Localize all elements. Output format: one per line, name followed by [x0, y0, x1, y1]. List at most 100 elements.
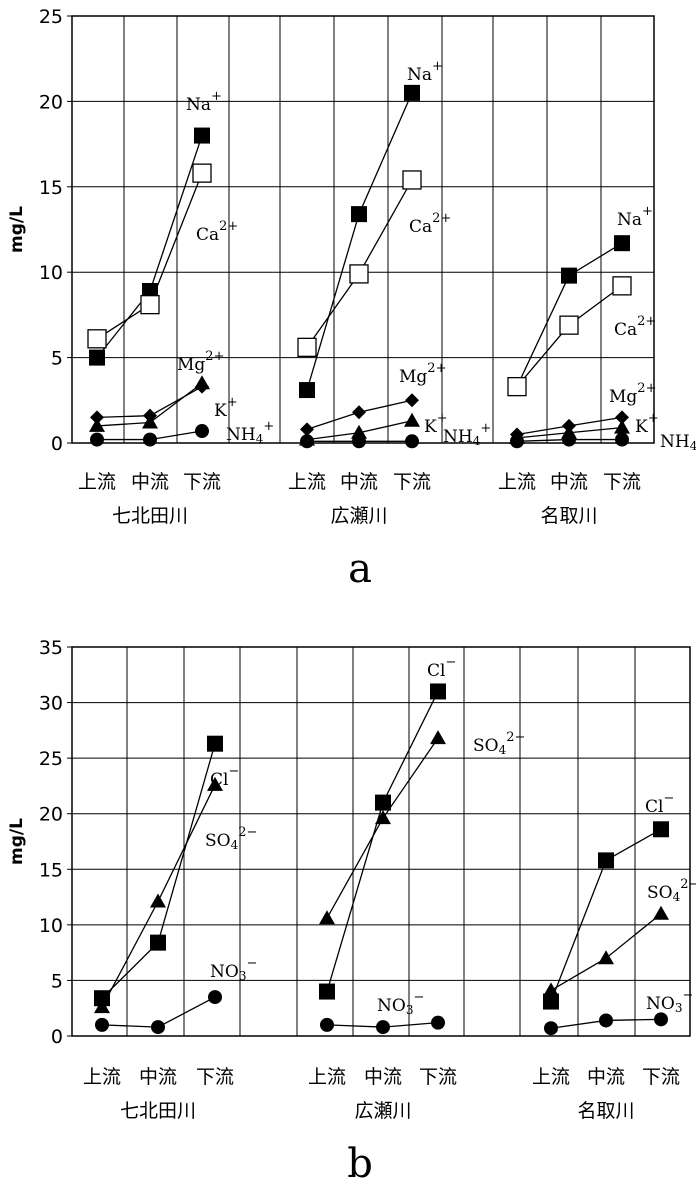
series-label-nh4: NH4+	[226, 419, 274, 446]
y-tick-label: 20	[39, 91, 63, 113]
data-point-so4	[319, 910, 335, 925]
series-label-ca: Ca2+	[409, 211, 451, 237]
data-point-cl	[375, 794, 391, 811]
data-point-k	[351, 424, 367, 439]
series-line-ca	[306, 179, 413, 348]
series-label-so4: SO42−	[205, 825, 257, 852]
data-point-mg	[405, 393, 419, 408]
series-line-na	[516, 242, 623, 387]
x-category-label: 上流	[532, 1066, 570, 1088]
x-category-label: 上流	[83, 1066, 121, 1088]
series-line-na	[96, 135, 203, 359]
series-label-ca: Ca2+	[614, 314, 656, 340]
series-no3: NO3− NO3− NO3−	[95, 956, 693, 1036]
series-line-cl	[101, 743, 216, 999]
x-category-label: 中流	[340, 471, 378, 493]
y-axis-label: mg/L	[7, 818, 27, 865]
series-label-no3: NO3−	[377, 990, 424, 1017]
data-point-no3	[431, 1015, 445, 1030]
data-point-ca	[559, 315, 579, 335]
data-point-nh4	[300, 434, 314, 449]
series-label-na: Na+	[617, 204, 653, 230]
series-line-na	[306, 92, 413, 391]
data-point-cl	[94, 990, 110, 1007]
river-group-label: 広瀬川	[330, 505, 387, 527]
x-category-label: 上流	[78, 471, 116, 493]
data-point-so4	[598, 950, 614, 965]
data-point-ca	[402, 170, 422, 190]
data-point-ca	[192, 163, 212, 183]
y-tick-label: 30	[39, 693, 63, 715]
data-point-na	[89, 349, 105, 366]
series-mg: Mg2+ Mg2+ Mg2+	[90, 349, 656, 442]
data-point-so4	[653, 905, 669, 920]
data-point-k	[89, 417, 105, 432]
data-point-k	[404, 412, 420, 427]
x-category-label: 中流	[131, 471, 169, 493]
data-point-no3	[95, 1017, 109, 1032]
series-so4: SO42− SO42− SO42−	[94, 730, 696, 1014]
series-line-cl	[326, 691, 439, 992]
series-label-k: K+	[424, 411, 448, 437]
data-point-no3	[544, 1021, 558, 1036]
data-point-na	[351, 206, 367, 223]
y-tick-label: 20	[39, 804, 63, 826]
river-group-label: 広瀬川	[354, 1100, 411, 1122]
data-point-no3	[208, 990, 222, 1005]
data-point-nh4	[510, 434, 524, 449]
data-point-mg	[300, 422, 314, 437]
y-tick-label: 0	[51, 433, 63, 455]
series-label-mg: Mg2+	[609, 381, 656, 407]
x-category-label: 下流	[419, 1066, 457, 1088]
data-point-cl	[319, 983, 335, 1000]
chart-panel-b: 05101520253035mg/L上流 中流 下流七北田川上流 中流 下流広瀬川上流中…	[7, 637, 696, 1187]
data-point-nh4	[195, 424, 209, 439]
data-point-cl	[653, 821, 669, 838]
data-point-k	[614, 419, 630, 434]
data-point-no3	[320, 1017, 334, 1032]
x-category-label: 中流	[364, 1066, 402, 1088]
series-k: K+ K+ K+	[89, 375, 659, 446]
x-category-label: 上流	[308, 1066, 346, 1088]
x-category-label: 上流	[498, 471, 536, 493]
data-point-cl	[207, 735, 223, 752]
data-point-so4	[375, 810, 391, 825]
data-point-so4	[430, 730, 446, 745]
series-label-so4: SO42−	[647, 877, 696, 904]
data-point-mg	[352, 405, 366, 420]
y-tick-label: 10	[39, 262, 63, 284]
data-point-nh4	[562, 432, 576, 447]
data-point-so4	[543, 982, 559, 997]
series-line-so4	[326, 737, 439, 919]
data-point-nh4	[405, 434, 419, 449]
x-category-label: 上流	[288, 471, 326, 493]
data-point-ca	[507, 376, 527, 397]
series-nh4: NH4+ NH4+ NH4+	[90, 419, 696, 453]
y-tick-label: 10	[39, 915, 63, 937]
y-tick-label: 15	[39, 859, 63, 881]
series-label-ca: Ca2+	[196, 219, 238, 245]
series-na: Na+ Na+ Na+	[89, 59, 653, 399]
data-point-no3	[151, 1020, 165, 1035]
data-point-ca	[297, 337, 317, 358]
x-category-label: 下流	[642, 1066, 680, 1088]
series-label-cl: Cl−	[645, 791, 674, 817]
data-point-nh4	[143, 432, 157, 447]
data-point-nh4	[352, 434, 366, 449]
data-point-ca	[612, 276, 632, 296]
river-group-label: 名取川	[540, 505, 597, 527]
series-label-no3: NO3−	[210, 956, 257, 983]
data-point-ca	[140, 295, 160, 315]
series-label-so4: SO42−	[473, 730, 525, 757]
data-point-na	[194, 127, 210, 144]
series-label-k: K+	[635, 411, 659, 437]
x-category-label: 下流	[183, 471, 221, 493]
y-tick-label: 25	[39, 6, 63, 28]
series-label-nh4: NH4+	[660, 426, 696, 453]
data-point-na	[614, 235, 630, 252]
series-label-cl: Cl−	[427, 655, 456, 681]
data-point-na	[299, 382, 315, 399]
x-category-label: 下流	[393, 471, 431, 493]
